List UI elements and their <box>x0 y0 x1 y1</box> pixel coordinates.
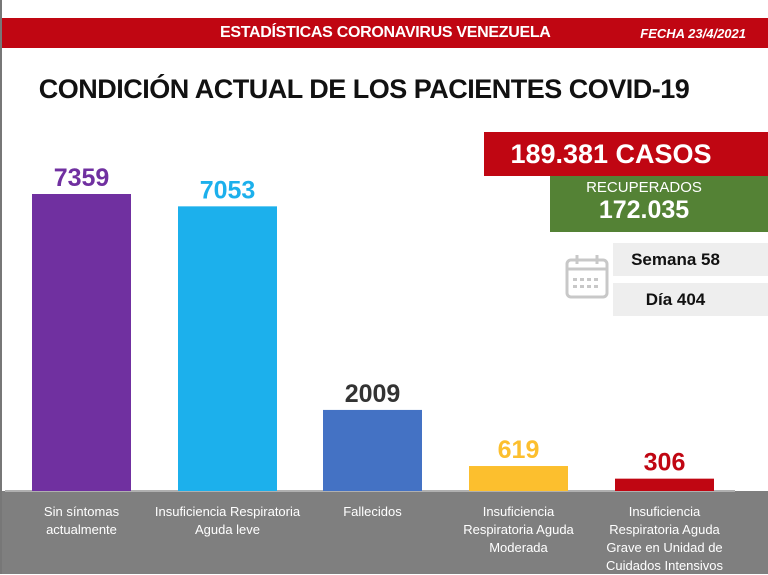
data-label-1: 7053 <box>200 176 256 204</box>
data-label-4: 306 <box>644 449 686 477</box>
header-bar: ESTADÍSTICAS CORONAVIRUS VENEZUELA FECHA… <box>2 18 768 48</box>
bar-3 <box>469 466 568 491</box>
bar-0 <box>32 194 131 491</box>
data-label-2: 2009 <box>345 380 401 408</box>
left-border <box>0 0 2 574</box>
category-label-1: Insuficiencia Respiratoria Aguda leve <box>154 504 301 537</box>
total-cases: 189.381 CASOS <box>484 132 768 176</box>
recovered-box: RECUPERADOS 172.035 <box>550 176 768 232</box>
bar-1 <box>178 206 277 491</box>
header-date: FECHA 23/4/2021 <box>640 26 746 41</box>
category-label-2: Fallecidos <box>343 504 402 519</box>
bar-2 <box>323 409 422 491</box>
data-label-3: 619 <box>498 436 540 464</box>
calendar-icon <box>565 255 609 299</box>
category-footer <box>2 491 768 574</box>
week-box: Semana 58 <box>613 243 768 276</box>
recovered-value: 172.035 <box>598 196 690 224</box>
recovered-label: RECUPERADOS <box>586 179 702 196</box>
bar-4 <box>615 478 714 491</box>
category-label-4: Insuficiencia Respiratoria Aguda Grave e… <box>605 504 724 573</box>
chart-title: CONDICIÓN ACTUAL DE LOS PACIENTES COVID-… <box>38 74 690 104</box>
data-label-0: 7359 <box>54 164 110 192</box>
header-title: ESTADÍSTICAS CORONAVIRUS VENEZUELA <box>220 24 551 41</box>
category-label-0: Sin síntomas actualmente <box>43 504 120 537</box>
category-label-3: Insuficiencia Respiratoria Aguda Moderad… <box>463 504 574 555</box>
day-box: Día 404 <box>613 283 768 316</box>
